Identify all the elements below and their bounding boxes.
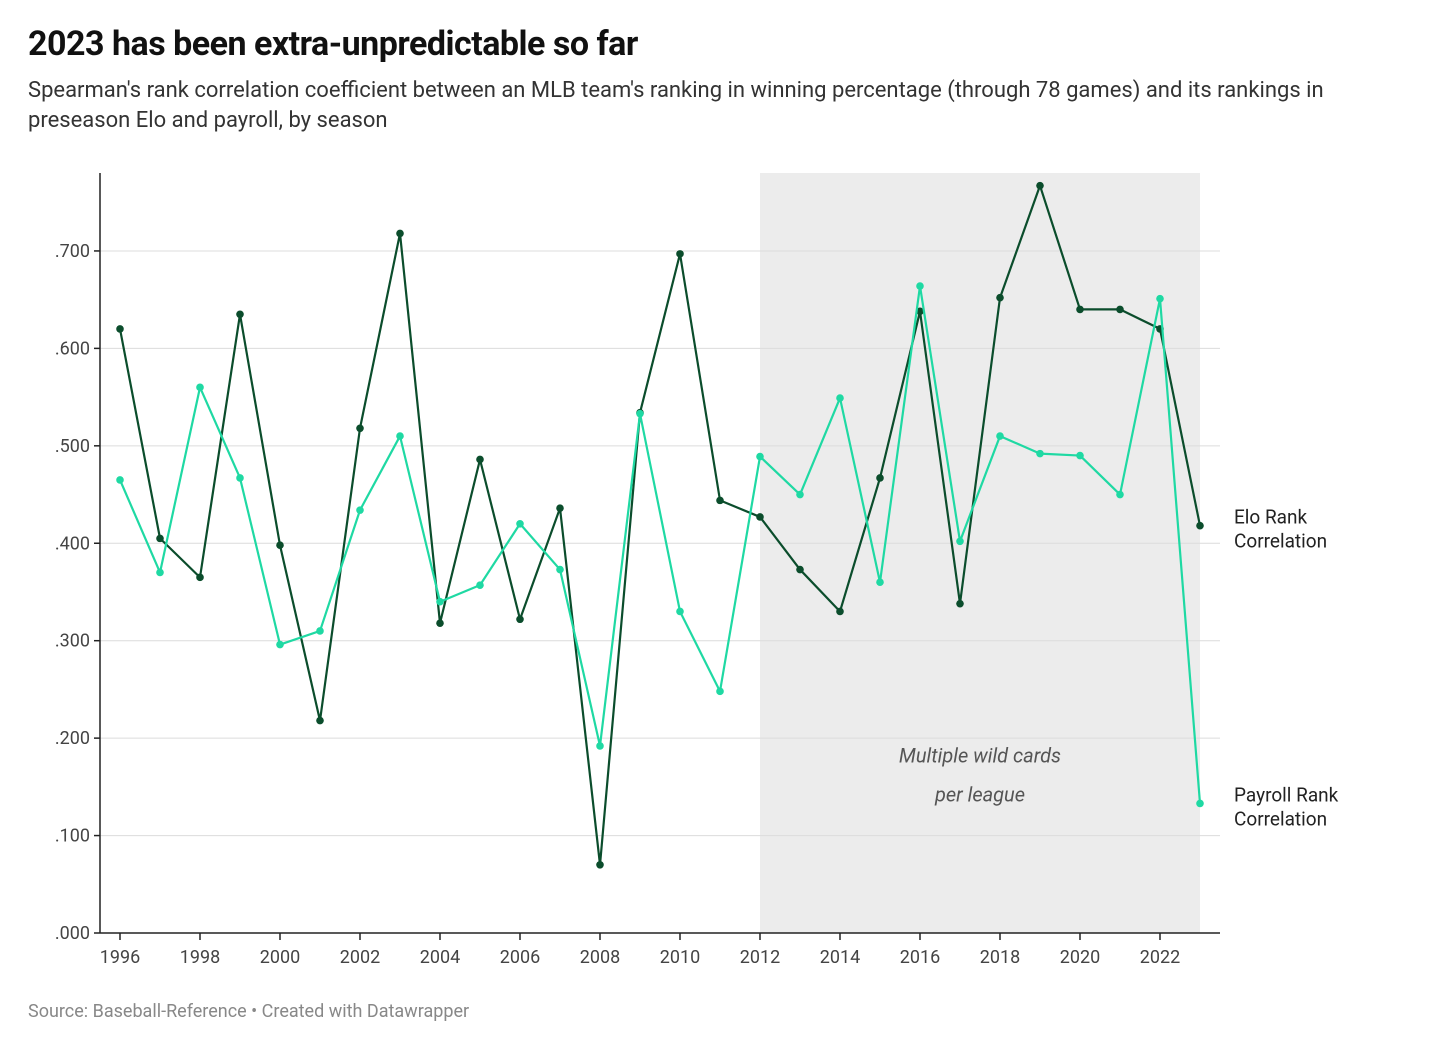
data-point	[236, 311, 244, 319]
data-point	[636, 410, 644, 418]
y-tick-label: .200	[55, 729, 90, 750]
data-point	[596, 861, 604, 869]
data-point	[756, 514, 764, 522]
data-point	[476, 582, 484, 590]
x-tick-label: 2022	[1140, 947, 1180, 968]
data-point	[1156, 295, 1164, 303]
data-point	[316, 717, 324, 725]
data-point	[196, 574, 204, 582]
data-point	[436, 598, 444, 606]
x-tick-label: 2014	[820, 947, 860, 968]
series-label: Elo Rank	[1234, 506, 1308, 529]
x-tick-label: 2016	[900, 947, 940, 968]
data-point	[1036, 450, 1044, 458]
data-point	[276, 641, 284, 649]
data-point	[836, 395, 844, 403]
data-point	[556, 566, 564, 574]
x-tick-label: 2010	[660, 947, 700, 968]
chart-container: .000 .100 .200 .300 .400 .500 .600 .700 1996 1998…	[28, 163, 1408, 983]
data-point	[836, 608, 844, 616]
data-point	[356, 425, 364, 433]
series-label: Correlation	[1234, 808, 1327, 831]
data-point	[156, 535, 164, 543]
data-point	[676, 608, 684, 616]
x-tick-label: 2008	[580, 947, 620, 968]
data-point	[356, 507, 364, 515]
data-point	[236, 475, 244, 483]
data-point	[716, 688, 724, 696]
data-point	[556, 505, 564, 513]
source-line: Source: Baseball-Reference • Created wit…	[28, 1001, 1412, 1022]
x-tick-label: 1998	[180, 947, 220, 968]
data-point	[516, 520, 524, 528]
data-point	[1196, 522, 1204, 530]
data-point	[916, 283, 924, 291]
x-tick-label: 2002	[340, 947, 380, 968]
data-point	[1116, 306, 1124, 314]
data-point	[316, 628, 324, 636]
data-point	[116, 325, 124, 333]
y-tick-label: .000	[55, 923, 90, 944]
y-tick-label: .100	[55, 826, 90, 847]
data-point	[396, 230, 404, 238]
annotation-text: per league	[934, 783, 1025, 807]
data-point	[1076, 306, 1084, 314]
data-point	[1036, 182, 1044, 190]
data-point	[756, 453, 764, 461]
data-point	[676, 250, 684, 258]
data-point	[1196, 800, 1204, 808]
x-tick-label: 2018	[980, 947, 1020, 968]
y-tick-label: .600	[55, 339, 90, 360]
data-point	[516, 616, 524, 624]
data-point	[996, 294, 1004, 302]
data-point	[1116, 491, 1124, 499]
chart-subtitle: Spearman's rank correlation coefficient …	[28, 76, 1328, 135]
data-point	[1076, 452, 1084, 460]
shaded-region	[760, 173, 1200, 933]
data-point	[876, 579, 884, 587]
chart-title: 2023 has been extra-unpredictable so far	[28, 24, 1412, 64]
annotation-text: Multiple wild cards	[899, 744, 1061, 768]
data-point	[716, 497, 724, 505]
data-point	[196, 384, 204, 392]
data-point	[276, 542, 284, 550]
x-tick-label: 2012	[740, 947, 780, 968]
x-tick-label: 1996	[100, 947, 140, 968]
x-tick-label: 2020	[1060, 947, 1100, 968]
data-point	[476, 456, 484, 464]
data-point	[956, 600, 964, 608]
data-point	[396, 433, 404, 441]
data-point	[796, 491, 804, 499]
series-label: Correlation	[1234, 530, 1327, 553]
y-tick-label: .300	[55, 631, 90, 652]
y-tick-label: .700	[55, 241, 90, 262]
data-point	[956, 538, 964, 546]
data-point	[796, 566, 804, 574]
y-tick-label: .400	[55, 534, 90, 555]
x-tick-label: 2006	[500, 947, 540, 968]
data-point	[876, 475, 884, 483]
x-tick-label: 2000	[260, 947, 300, 968]
data-point	[436, 620, 444, 628]
x-tick-label: 2004	[420, 947, 460, 968]
data-point	[116, 476, 124, 484]
data-point	[596, 742, 604, 750]
line-chart: .000 .100 .200 .300 .400 .500 .600 .700 1996 1998…	[28, 163, 1408, 983]
y-tick-label: .500	[55, 436, 90, 457]
data-point	[156, 569, 164, 577]
data-point	[996, 433, 1004, 441]
series-label: Payroll Rank	[1234, 784, 1339, 807]
